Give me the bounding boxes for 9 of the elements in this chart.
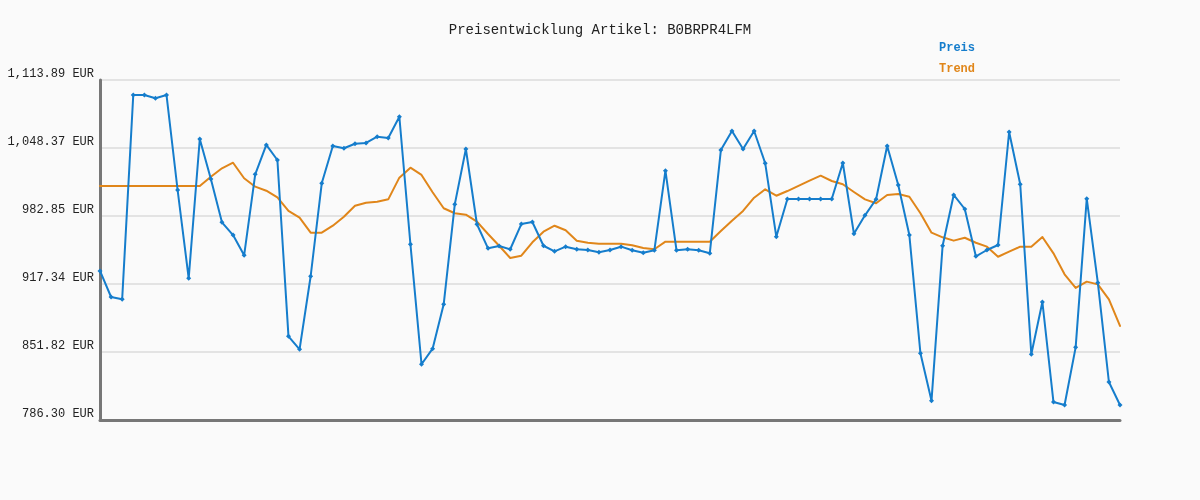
text: Trend [938, 62, 976, 76]
y-tick-label: 917.34 EUR [21, 271, 94, 285]
y-tick-label: 851.82 EUR [21, 339, 94, 353]
y-tick-label: 982.85 EUR [21, 203, 94, 217]
y-tick-label: 1,048.37 EUR [7, 135, 94, 149]
y-tick-label: 786.30 EUR [21, 407, 94, 421]
y-tick-label: 1,113.89 EUR [7, 67, 94, 81]
chart-title: Preisentwicklung Artikel: B0BRPR4LFM [448, 22, 752, 38]
text: Preis [938, 41, 976, 55]
